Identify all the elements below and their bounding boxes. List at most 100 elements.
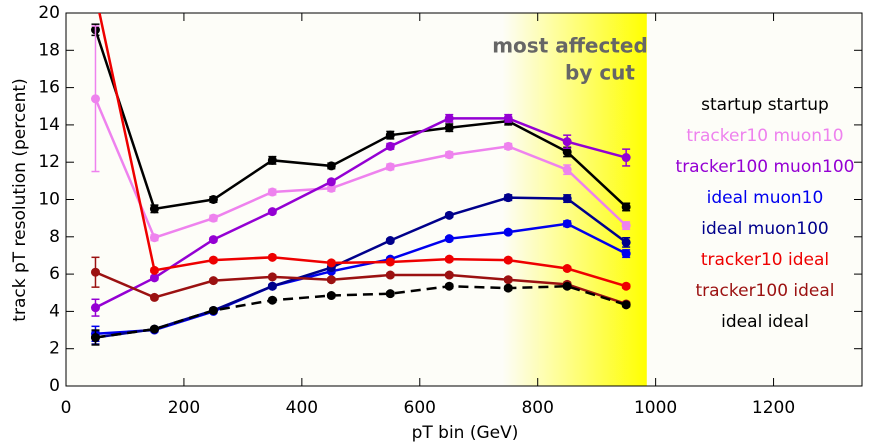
legend-entry: ideal ideal [721,312,809,332]
data-point [149,324,159,334]
data-point [208,235,218,245]
data-point [208,195,218,204]
data-point [621,249,631,259]
data-point [621,237,631,247]
data-point [149,233,159,243]
x-axis-label: pT bin (GeV) [412,423,519,443]
data-point [149,204,159,214]
data-point [90,303,100,313]
plot-area [66,13,862,386]
data-point [562,147,572,157]
data-point [385,162,395,172]
y-tick-label: 8 [49,227,60,247]
legend-entry: ideal muon100 [701,219,828,239]
data-point [267,272,277,282]
x-tick-label: 1200 [752,398,795,418]
data-point [444,234,454,244]
data-point [503,275,513,285]
y-axis-label: track pT resolution (percent) [10,78,30,321]
data-point [621,202,631,212]
y-tick-label: 0 [49,376,60,396]
y-tick-label: 2 [49,339,60,359]
data-point [385,270,395,280]
y-tick-label: 18 [38,40,60,60]
data-point [503,113,513,123]
legend-entry: tracker10 ideal [701,250,829,270]
data-point [444,254,454,264]
data-point [326,291,336,301]
series-line [98,13,627,288]
legend-entry: startup startup [701,95,829,115]
x-tick-label: 1000 [634,398,677,418]
y-tick-label: 14 [38,115,60,135]
data-point [621,221,631,231]
data-point [267,281,277,291]
data-point [267,252,277,262]
data-point [326,177,336,187]
data-point [267,155,277,165]
series-group [90,13,631,346]
data-point [503,141,513,151]
x-tick-label: 600 [404,398,436,418]
data-point [562,264,572,274]
x-tick-label: 0 [61,398,72,418]
data-point [267,207,277,217]
legend-entry: ideal muon10 [707,188,824,208]
data-point [149,265,159,275]
legend-entry: tracker10 muon10 [686,126,843,146]
data-point [90,267,100,277]
data-point [562,281,572,291]
y-tick-label: 12 [38,152,60,172]
series-line [94,271,627,306]
data-point [621,300,631,310]
data-point [326,258,336,268]
data-point [267,187,277,197]
legend-entry: tracker100 muon100 [676,157,855,177]
data-point [503,255,513,265]
data-point [90,333,100,343]
data-point [562,219,572,229]
x-tick-label: 200 [168,398,200,418]
x-tick-label: 400 [286,398,318,418]
series-line [94,98,628,240]
data-point [503,193,513,203]
series-line [95,196,627,339]
data-point [503,283,513,293]
data-point [621,281,631,291]
data-point [385,289,395,299]
series-line [94,29,628,211]
data-point [149,292,159,302]
y-tick-label: 10 [38,190,60,210]
annotation: most affected [492,34,648,58]
data-point [385,257,395,267]
data-point [562,165,572,175]
data-point [385,141,395,151]
data-point [444,270,454,280]
x-tick-label: 800 [521,398,553,418]
data-point [621,153,631,163]
data-point [90,94,100,104]
data-point [149,273,159,283]
y-tick-label: 4 [49,301,60,321]
plot-frame [65,12,863,387]
data-point [385,236,395,246]
data-point [444,281,454,291]
y-tick-label: 6 [49,264,60,284]
data-point [444,150,454,160]
data-point [562,137,572,147]
annotation: by cut [565,61,635,85]
data-point [444,123,454,133]
data-point [503,227,513,237]
highlight-band [502,13,647,386]
data-point [208,213,218,223]
y-tick-label: 20 [38,3,60,23]
data-point [326,275,336,285]
series-line [94,117,627,309]
data-point [444,210,454,220]
data-point [326,183,336,193]
data-point [208,255,218,265]
y-tick-label: 16 [38,78,60,98]
data-point [562,194,572,204]
data-point [385,130,395,140]
